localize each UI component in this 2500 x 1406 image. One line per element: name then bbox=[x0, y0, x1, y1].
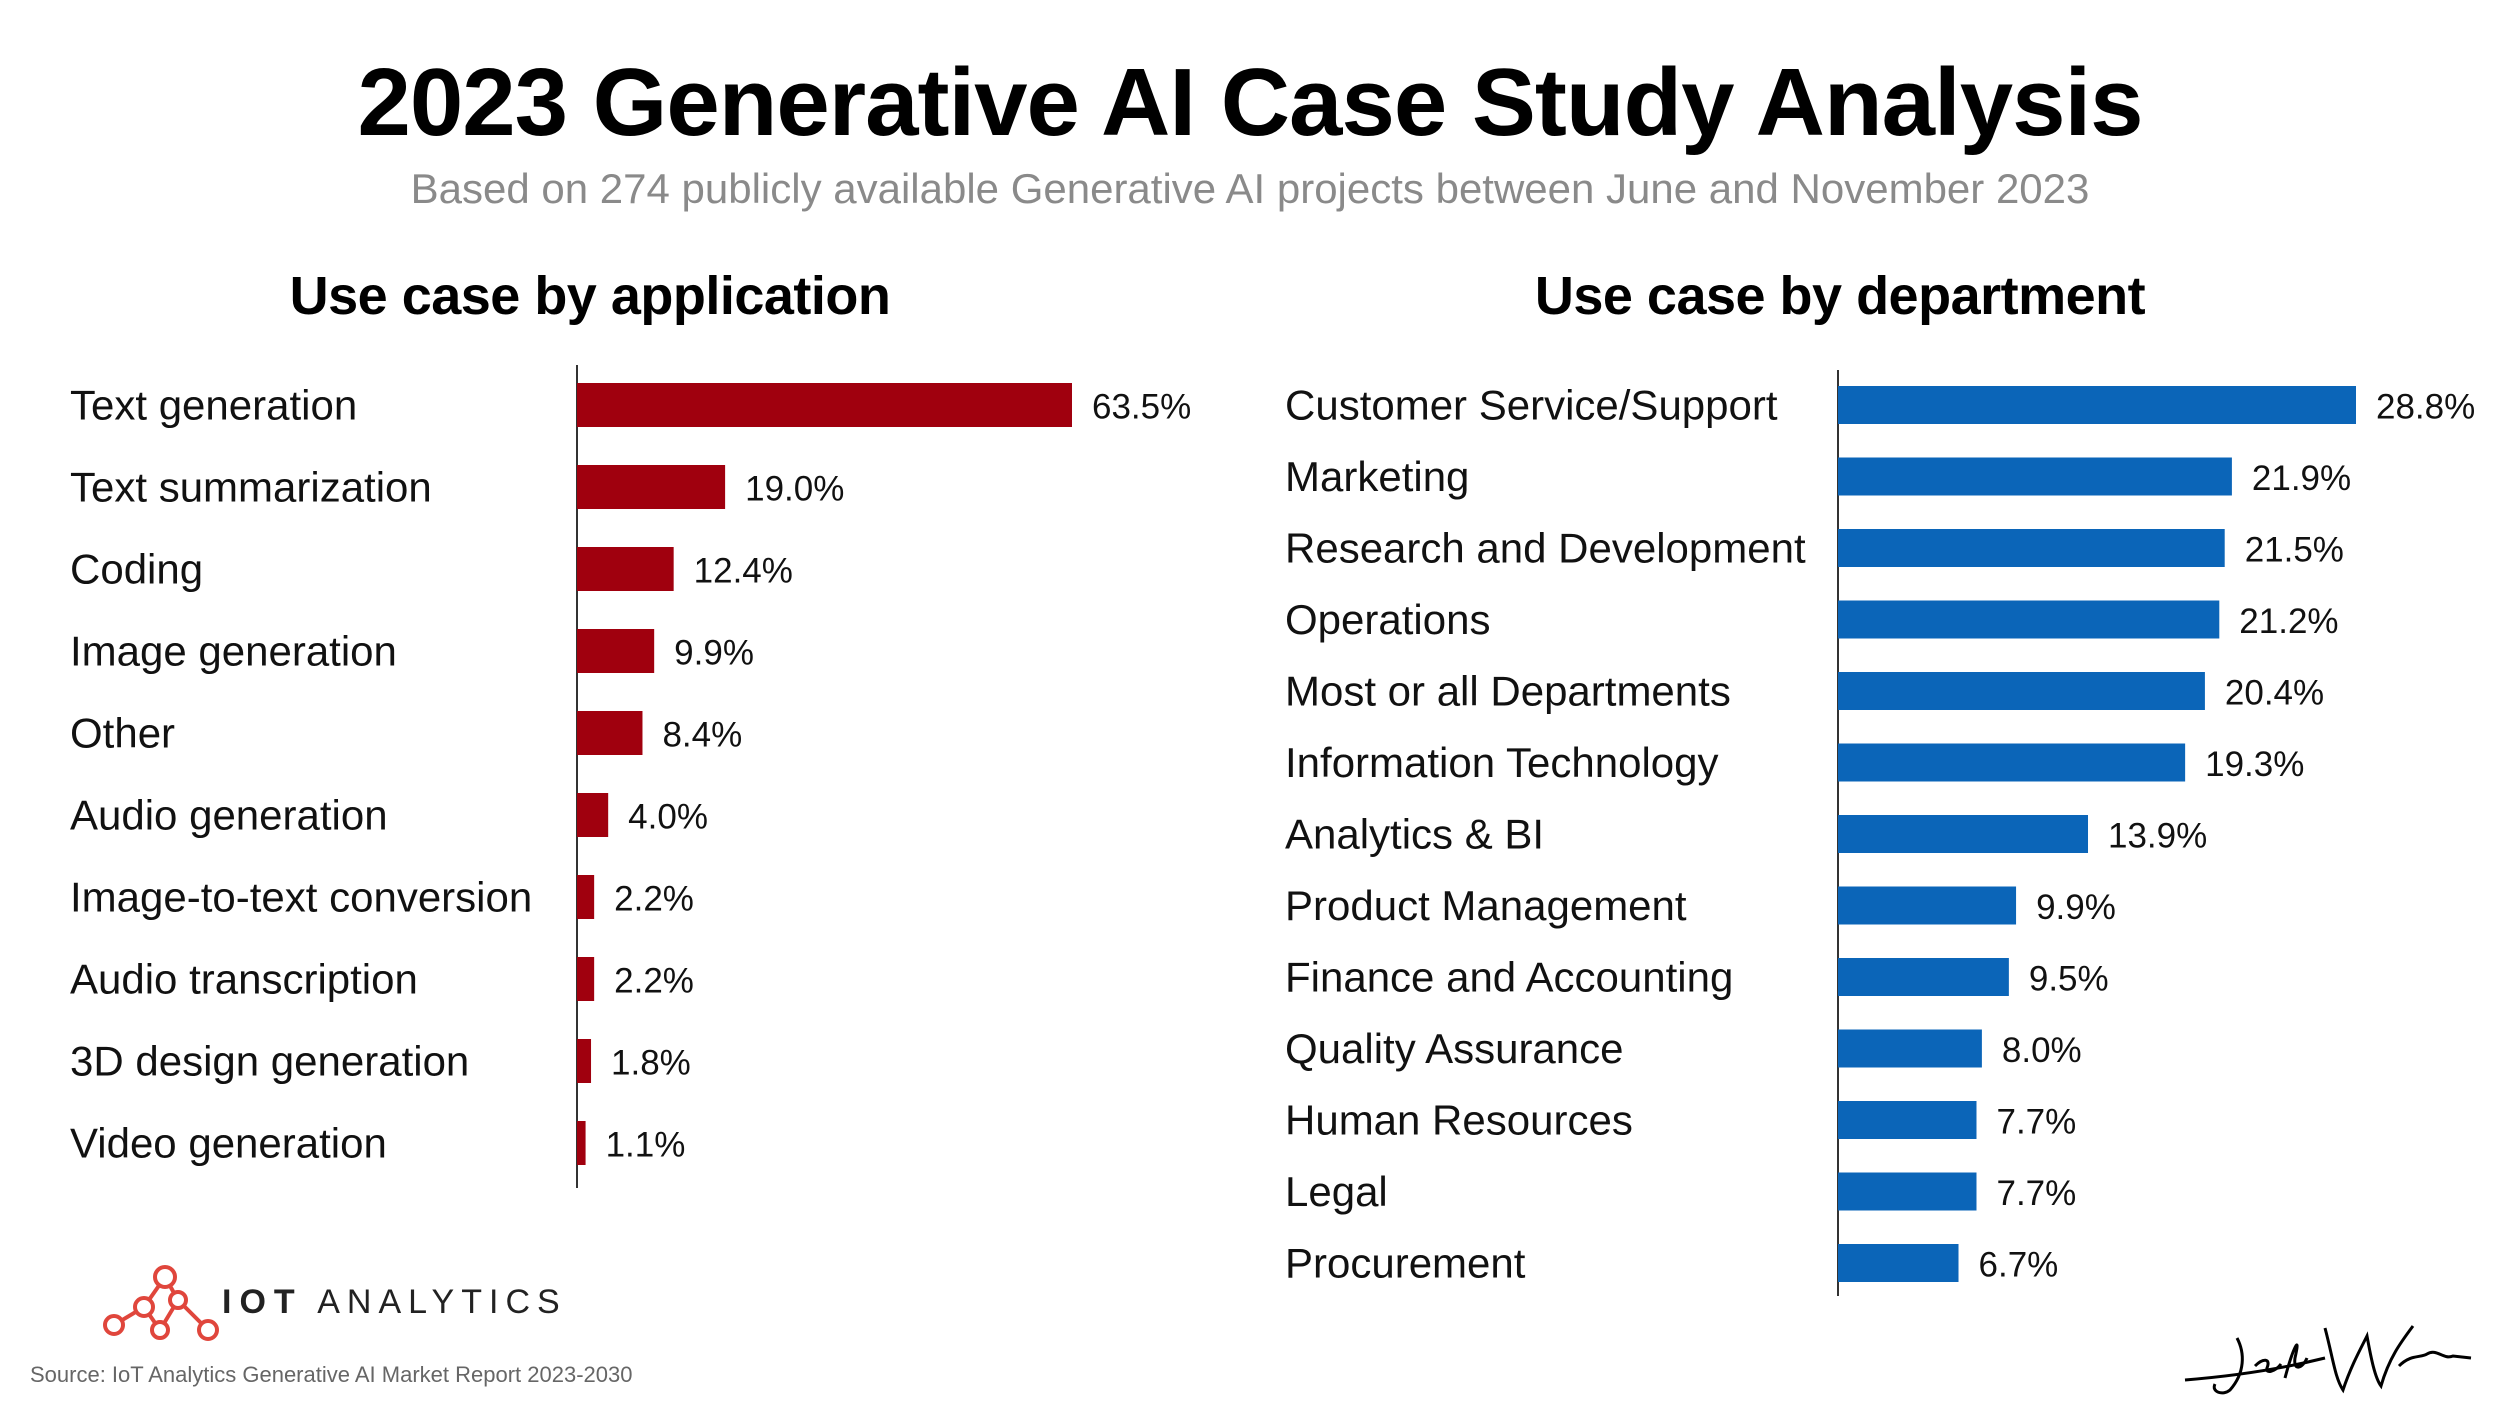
department-bar bbox=[1838, 386, 2356, 424]
department-value-label: 21.2% bbox=[2239, 602, 2338, 641]
department-category-label: Marketing bbox=[1285, 453, 1469, 500]
application-value-label: 63.5% bbox=[1092, 388, 1191, 427]
department-category-label: Human Resources bbox=[1285, 1097, 1633, 1144]
application-bar bbox=[577, 711, 643, 755]
brand-name-light: ANALYTICS bbox=[317, 1283, 567, 1321]
application-value-label: 1.1% bbox=[606, 1126, 686, 1165]
department-category-label: Procurement bbox=[1285, 1240, 1526, 1287]
department-value-label: 13.9% bbox=[2108, 817, 2207, 856]
department-value-label: 9.9% bbox=[2036, 888, 2116, 927]
source-note: Source: IoT Analytics Generative AI Mark… bbox=[30, 1362, 633, 1387]
application-value-label: 2.2% bbox=[614, 962, 694, 1001]
department-category-label: Customer Service/Support bbox=[1285, 382, 1778, 429]
department-value-label: 19.3% bbox=[2205, 745, 2304, 784]
application-bar bbox=[577, 383, 1072, 427]
application-value-label: 8.4% bbox=[662, 716, 742, 755]
application-category-label: Coding bbox=[70, 546, 203, 593]
application-bar bbox=[577, 1039, 592, 1083]
department-category-label: Legal bbox=[1285, 1168, 1388, 1215]
brand-name: IOT ANALYTICS bbox=[222, 1283, 567, 1322]
application-category-label: Image-to-text conversion bbox=[70, 874, 532, 921]
application-bar bbox=[577, 957, 595, 1001]
application-category-label: Other bbox=[70, 710, 175, 757]
signature-icon bbox=[2184, 1325, 2472, 1395]
department-category-label: Quality Assurance bbox=[1285, 1025, 1624, 1072]
application-bar-chart: Text generation 63.5% Text summarization 19… bbox=[70, 365, 1191, 1188]
department-value-label: 7.7% bbox=[1996, 1103, 2076, 1142]
application-bar bbox=[577, 629, 655, 673]
application-category-label: Audio generation bbox=[70, 792, 388, 839]
department-bar bbox=[1838, 1172, 1977, 1211]
application-bar bbox=[577, 875, 595, 919]
brand-name-strong: IOT bbox=[222, 1283, 303, 1321]
department-bar bbox=[1838, 815, 2089, 853]
department-value-label: 8.0% bbox=[2002, 1031, 2082, 1070]
department-bar bbox=[1838, 886, 2017, 925]
department-value-label: 6.7% bbox=[1979, 1246, 2059, 1285]
department-bar bbox=[1838, 672, 2205, 710]
page-subtitle: Based on 274 publicly available Generati… bbox=[410, 165, 2090, 212]
department-category-label: Finance and Accounting bbox=[1285, 954, 1733, 1001]
department-bar bbox=[1838, 958, 2009, 996]
department-value-label: 21.9% bbox=[2252, 459, 2351, 498]
department-value-label: 28.8% bbox=[2376, 388, 2475, 427]
department-category-label: Research and Development bbox=[1285, 525, 1806, 572]
department-bar-chart: Customer Service/Support 28.8% Marketing 21… bbox=[1285, 370, 2475, 1296]
department-bar bbox=[1838, 743, 2186, 782]
application-value-label: 9.9% bbox=[674, 634, 754, 673]
department-value-label: 21.5% bbox=[2245, 531, 2344, 570]
department-bar bbox=[1838, 600, 2220, 639]
department-value-label: 9.5% bbox=[2029, 960, 2109, 999]
application-value-label: 1.8% bbox=[611, 1044, 691, 1083]
department-category-label: Information Technology bbox=[1285, 739, 1719, 786]
department-bar bbox=[1838, 457, 2232, 496]
department-value-label: 20.4% bbox=[2225, 674, 2324, 713]
application-value-label: 19.0% bbox=[745, 470, 844, 509]
application-value-label: 4.0% bbox=[628, 798, 708, 837]
application-bar bbox=[577, 547, 674, 591]
page-title: 2023 Generative AI Case Study Analysis bbox=[357, 49, 2143, 156]
department-bar bbox=[1838, 1244, 1959, 1282]
iot-analytics-logo-icon bbox=[103, 1265, 219, 1341]
department-category-label: Operations bbox=[1285, 596, 1490, 643]
application-category-label: 3D design generation bbox=[70, 1038, 469, 1085]
department-bar bbox=[1838, 529, 2225, 567]
application-category-label: Text summarization bbox=[70, 464, 432, 511]
application-value-label: 12.4% bbox=[694, 552, 793, 591]
department-value-label: 7.7% bbox=[1996, 1174, 2076, 1213]
application-category-label: Image generation bbox=[70, 628, 397, 675]
application-bar bbox=[577, 465, 726, 509]
department-chart-title: Use case by department bbox=[1534, 266, 2146, 326]
application-category-label: Audio transcription bbox=[70, 956, 418, 1003]
department-category-label: Analytics & BI bbox=[1285, 811, 1544, 858]
application-category-label: Video generation bbox=[70, 1120, 387, 1167]
application-value-label: 2.2% bbox=[614, 880, 694, 919]
application-category-label: Text generation bbox=[70, 382, 357, 429]
department-bar bbox=[1838, 1029, 1982, 1068]
application-bar bbox=[577, 1121, 586, 1165]
application-chart-title: Use case by application bbox=[289, 266, 891, 326]
department-category-label: Most or all Departments bbox=[1285, 668, 1731, 715]
department-category-label: Product Management bbox=[1285, 882, 1687, 929]
department-bar bbox=[1838, 1101, 1977, 1139]
application-bar bbox=[577, 793, 609, 837]
